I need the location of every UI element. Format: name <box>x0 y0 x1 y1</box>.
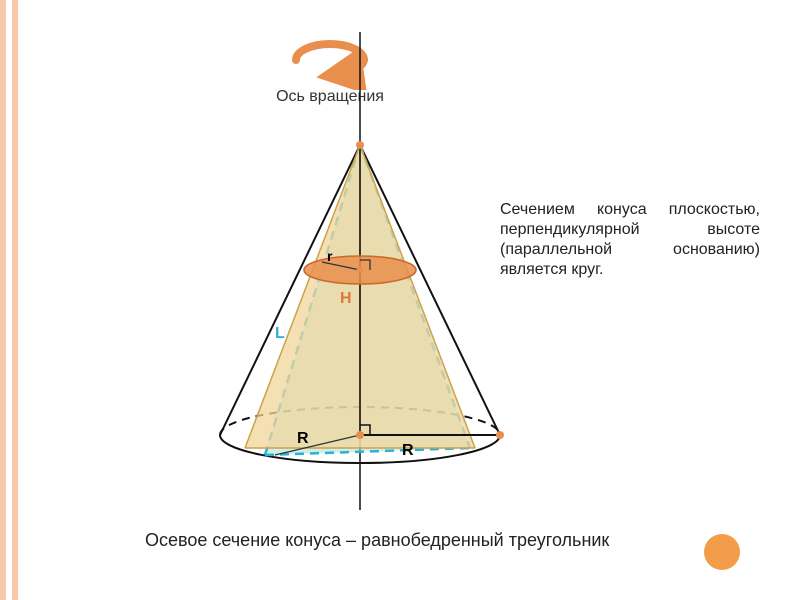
nav-dot-icon <box>704 534 740 570</box>
bottom-caption: Осевое сечение конуса – равнобедренный т… <box>145 530 609 551</box>
label-H: H <box>340 290 352 308</box>
label-L: L <box>275 325 285 343</box>
label-R-outer: R <box>402 442 414 460</box>
label-R-inner: R <box>297 430 309 448</box>
left-border <box>0 0 18 600</box>
content-area: Ось вращения <box>40 0 800 600</box>
description-text: Сечением конуса плоскостью, перпендикуля… <box>500 200 760 280</box>
border-stripe <box>12 0 18 600</box>
label-r: r <box>327 248 332 264</box>
